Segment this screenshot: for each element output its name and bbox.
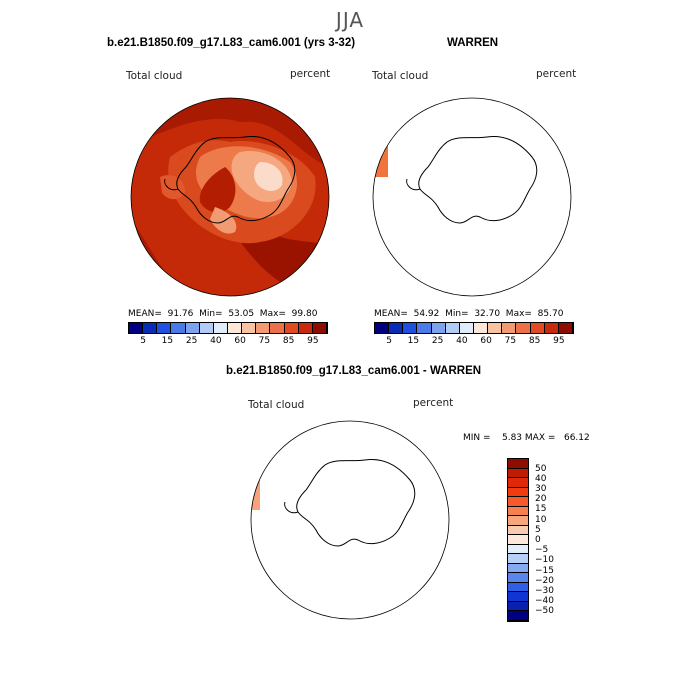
colorbar-label: 10: [535, 514, 547, 525]
colorbar-label: 20: [535, 494, 547, 505]
panel2-stats: MEAN= 54.92 Min= 32.70 Max= 85.70: [374, 309, 564, 319]
colorbar-cell: [508, 582, 528, 593]
colorbar-cell: [298, 323, 313, 333]
colorbar-cell: [516, 323, 531, 333]
panel1-polar-map: [130, 97, 330, 297]
colorbar-label: 40: [535, 473, 547, 484]
colorbar-label: 50: [535, 463, 547, 474]
colorbar-cell: [431, 323, 446, 333]
panel2-units: percent: [536, 68, 577, 80]
colorbar-cell: [508, 601, 528, 612]
colorbar-cell: [129, 323, 144, 333]
colorbar-label: 15: [407, 336, 420, 346]
colorbar-cell: [256, 323, 271, 333]
colorbar-cell: [171, 323, 186, 333]
panel1-stats: MEAN= 91.76 Min= 53.05 Max= 99.80: [128, 309, 318, 319]
colorbar-cell: [508, 611, 528, 621]
colorbar-label: −30: [535, 586, 554, 597]
colorbar-cell: [488, 323, 503, 333]
colorbar-label: 30: [535, 483, 547, 494]
colorbar-label: 75: [504, 336, 517, 346]
panel3-units: percent: [413, 397, 454, 409]
panel1-variable: Total cloud: [126, 70, 183, 82]
colorbar-cell: [508, 468, 528, 479]
colorbar-label: 25: [185, 336, 198, 346]
colorbar-cell: [213, 323, 228, 333]
panel1-colorbar: [128, 322, 328, 334]
colorbar-cell: [375, 323, 390, 333]
colorbar-label: −20: [535, 575, 554, 586]
season-title: JJA: [335, 8, 365, 32]
colorbar-cell: [199, 323, 214, 333]
colorbar-cell: [143, 323, 158, 333]
panel2-variable: Total cloud: [372, 70, 429, 82]
colorbar-cell: [228, 323, 243, 333]
colorbar-label: 75: [258, 336, 271, 346]
panel3-stats: MIN = 5.83 MAX = 66.12: [463, 433, 590, 443]
colorbar-cell: [403, 323, 418, 333]
panel1-title: b.e21.B1850.f09_g17.L83_cam6.001 (yrs 3-…: [107, 37, 356, 49]
colorbar-label: 40: [210, 336, 222, 346]
colorbar-label: 25: [431, 336, 444, 346]
colorbar-label: −15: [535, 565, 554, 576]
colorbar-label: 0: [535, 535, 541, 545]
colorbar-label: 5: [535, 524, 541, 535]
colorbar-cell: [508, 487, 528, 498]
colorbar-label: 95: [307, 336, 319, 346]
panel2-colorbar-labels: 5 15 25 40 60 75 85 95: [374, 336, 574, 348]
colorbar-label: 15: [535, 504, 547, 515]
colorbar-cell: [474, 323, 489, 333]
colorbar-cell: [312, 323, 327, 333]
panel3-polar-map: [250, 420, 450, 620]
colorbar-label: 5: [386, 336, 393, 346]
colorbar-cell: [445, 323, 460, 333]
colorbar-cell: [508, 535, 528, 545]
colorbar-cell: [459, 323, 474, 333]
panel2-title: WARREN: [447, 37, 499, 49]
colorbar-cell: [508, 554, 528, 564]
panel3-colorbar-labels: 50 40 30 20 15 10 5 0 −5 −10 −15 −20 −30 −40 −50: [535, 458, 575, 622]
colorbar-cell: [270, 323, 285, 333]
panel1-colorbar-labels: 5 15 25 40 60 75 85 95: [128, 336, 328, 348]
colorbar-cell: [185, 323, 200, 333]
colorbar-cell: [389, 323, 404, 333]
colorbar-label: −50: [535, 606, 554, 617]
colorbar-cell: [508, 478, 528, 488]
colorbar-cell: [157, 323, 172, 333]
colorbar-cell: [508, 563, 528, 574]
colorbar-cell: [417, 323, 432, 333]
colorbar-label: 5: [140, 336, 147, 346]
colorbar-cell: [284, 323, 299, 333]
panel3-colorbar: [507, 458, 529, 622]
colorbar-label: 15: [161, 336, 174, 346]
colorbar-label: −40: [535, 596, 554, 607]
colorbar-label: −10: [535, 555, 554, 566]
colorbar-label: −5: [535, 545, 549, 556]
colorbar-cell: [544, 323, 559, 333]
panel1-units: percent: [290, 68, 331, 80]
panel3-variable: Total cloud: [248, 399, 305, 411]
panel2-colorbar: [374, 322, 574, 334]
colorbar-cell: [508, 592, 528, 602]
colorbar-cell: [508, 544, 528, 555]
colorbar-cell: [508, 525, 528, 536]
colorbar-label: 60: [234, 336, 246, 346]
colorbar-label: 95: [553, 336, 565, 346]
colorbar-cell: [508, 459, 528, 469]
panel2-polar-map: [372, 97, 572, 297]
colorbar-cell: [530, 323, 545, 333]
colorbar-label: 85: [282, 336, 295, 346]
colorbar-cell: [508, 497, 528, 507]
colorbar-label: 85: [528, 336, 541, 346]
colorbar-cell: [508, 516, 528, 526]
colorbar-cell: [558, 323, 573, 333]
colorbar-cell: [502, 323, 517, 333]
panel3-title: b.e21.B1850.f09_g17.L83_cam6.001 - WARRE…: [226, 365, 482, 377]
colorbar-label: 60: [480, 336, 492, 346]
colorbar-cell: [242, 323, 257, 333]
colorbar-label: 40: [456, 336, 468, 346]
colorbar-cell: [508, 506, 528, 517]
colorbar-cell: [508, 573, 528, 583]
